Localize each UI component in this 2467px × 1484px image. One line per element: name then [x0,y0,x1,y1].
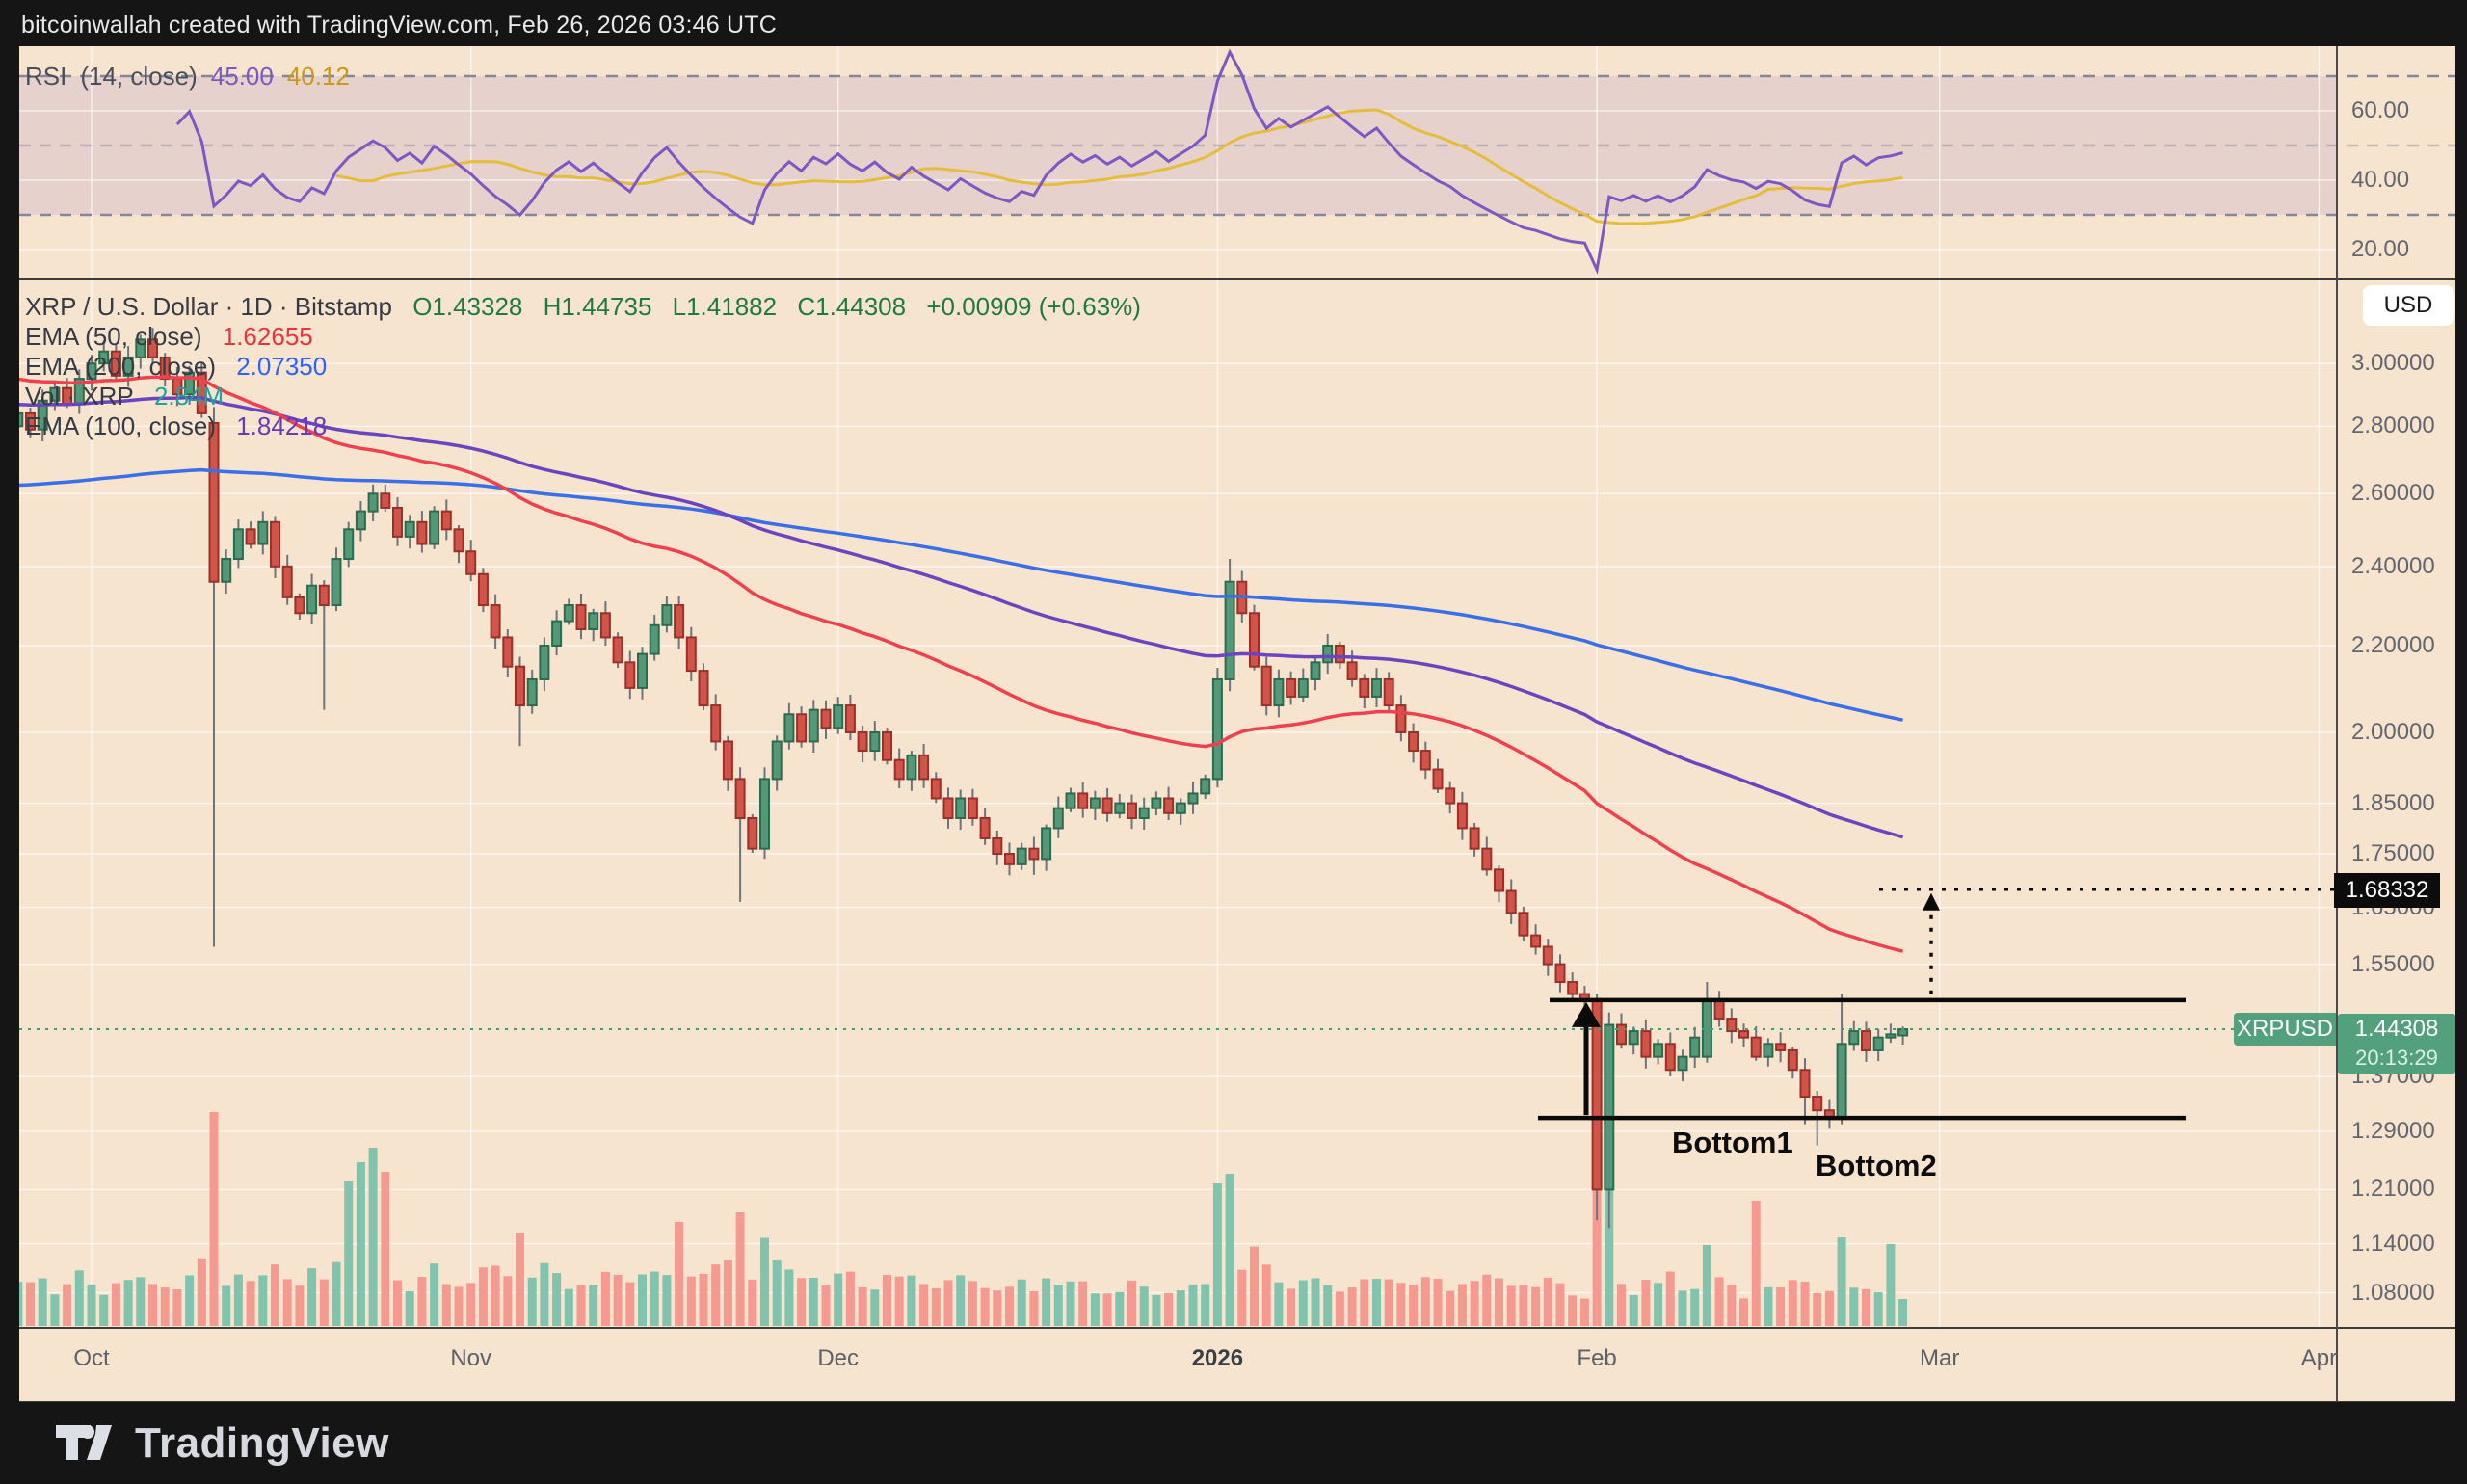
volume-row: Vol · XRP 2.84M [25,382,225,411]
ema50-line [19,375,1904,953]
rsi-tick-label: 20.00 [2351,236,2410,262]
ema100-value: 1.84218 [236,411,328,440]
time-tick-label: Mar [1920,1345,1960,1371]
tradingview-logo-icon [56,1424,112,1460]
ema100-line [19,395,1904,839]
rsi-tick-label: 40.00 [2351,167,2410,193]
price-tick-label: 2.80000 [2351,412,2435,439]
volume-value: 2.84M [153,382,225,411]
price-tick-label: 3.00000 [2351,350,2435,377]
ema200-value: 2.07350 [236,352,328,381]
ohlc-change: +0.00909 (+0.63%) [926,292,1141,321]
price-tick-label: 2.60000 [2351,480,2435,507]
bottom2-annotation[interactable]: Bottom2 [1816,1149,1937,1182]
last-price-badge: 1.44308 20:13:29 [2338,1014,2455,1074]
chart-background [19,46,2455,1402]
time-tick-label: Feb [1577,1345,1617,1371]
rsi-label: RSI [25,62,67,91]
ema100-row: EMA (100, close) 1.84218 [25,411,328,440]
ohlc-close: C1.44308 [797,292,907,321]
price-tick-label: 2.40000 [2351,552,2435,579]
ohlc-low: L1.41882 [672,292,778,321]
ema50-row: EMA (50, close) 1.62655 [25,322,313,351]
tradingview-brand-text: TradingView [135,1418,389,1467]
price-tick-label: 1.21000 [2351,1176,2435,1203]
price-tick-label: 2.00000 [2351,718,2435,745]
rsi-line [175,48,1903,276]
up-arrow-head [1572,1001,1601,1027]
time-tick-label: Dec [817,1345,860,1371]
bottom1-annotation[interactable]: Bottom1 [1672,1126,1793,1159]
price-tick-label: 1.14000 [2351,1230,2435,1257]
rsi-legend: RSI (14, close) 45.00 40.12 [25,62,350,92]
main-legend: XRP / U.S. Dollar · 1D · Bitstamp O1.433… [25,292,1141,441]
last-price-value: 1.44308 [2354,1016,2439,1042]
symbol-price-badge: XRPUSD [2234,1013,2336,1046]
rsi-band [19,76,2337,215]
ema50-value: 1.62655 [222,322,313,351]
symbol-ohlc-row: XRP / U.S. Dollar · 1D · Bitstamp O1.433… [25,292,1141,322]
volume-bars [19,1112,1908,1326]
rsi-params: (14, close) [80,62,198,91]
price-tick-label: 1.55000 [2351,950,2435,977]
price-tick-label: 1.75000 [2351,840,2435,867]
rsi-tick-label: 60.00 [2351,97,2410,123]
target-price-badge: 1.68332 [2334,873,2440,908]
rsi-lines [175,48,1903,276]
projection-arrow-head [1923,892,1940,911]
price-tick-label: 1.08000 [2351,1279,2435,1306]
ema-lines [19,375,1904,953]
rsi-value: 45.00 [210,62,274,91]
ema200-line [19,467,1903,722]
price-tick-label: 2.20000 [2351,631,2435,658]
ema200-row: EMA (200, close) 2.07350 [25,352,328,381]
time-tick-label: Apr [2300,1345,2338,1371]
gridlines [19,46,2337,1328]
rsi-ma-line [335,108,1903,225]
tradingview-logo[interactable]: TradingView [56,1416,389,1471]
price-tick-label: 1.85000 [2351,789,2435,816]
symbol-title: XRP / U.S. Dollar · 1D · Bitstamp [25,292,392,321]
time-tick-label: 2026 [1191,1345,1244,1371]
price-tick-label: 1.29000 [2351,1117,2435,1144]
time-tick-label: Oct [73,1345,110,1371]
watermark-text: bitcoinwallah created with TradingView.c… [21,12,778,39]
time-tick-label: Nov [450,1345,492,1371]
footer-bar: TradingView [0,1402,2467,1484]
ohlc-open: O1.43328 [412,292,523,321]
ohlc-high: H1.44735 [543,292,652,321]
rsi-ma-value: 40.12 [286,62,350,91]
bar-countdown: 20:13:29 [2355,1046,2438,1070]
currency-button[interactable]: USD [2363,285,2454,326]
